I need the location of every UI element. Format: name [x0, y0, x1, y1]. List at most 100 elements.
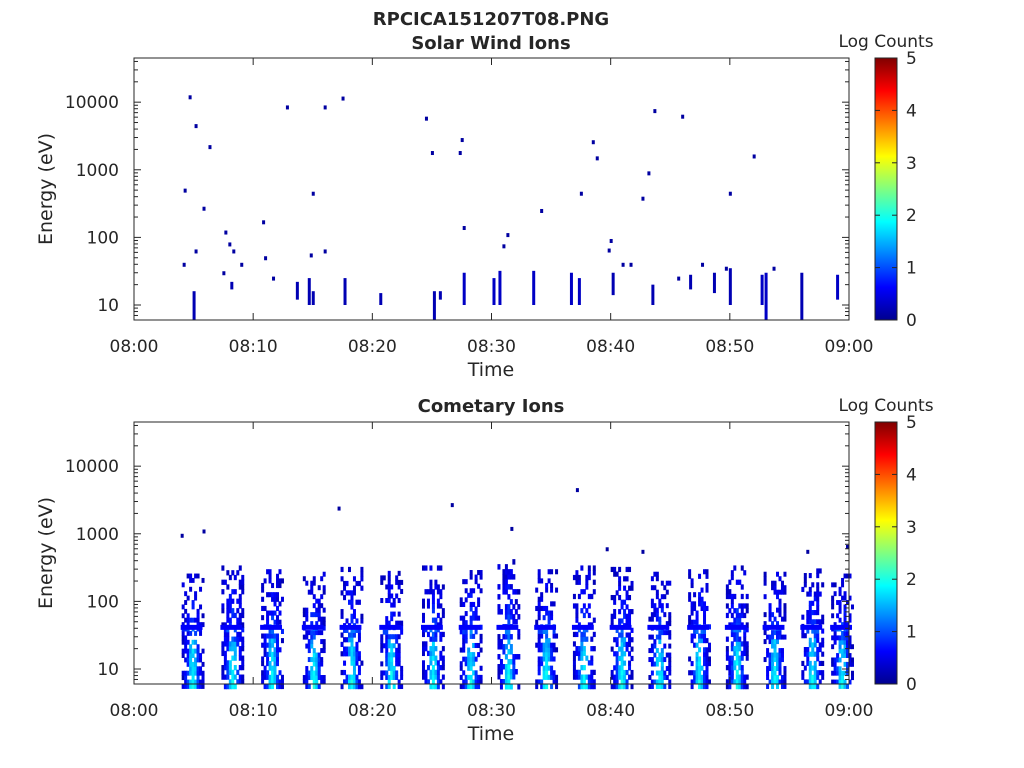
burst-cell [469, 633, 473, 639]
burst-cell [695, 615, 699, 621]
burst-cell [811, 647, 815, 653]
burst-cell [615, 684, 619, 690]
burst-cell [261, 582, 265, 589]
burst-cell [263, 578, 267, 584]
burst-cell [658, 670, 662, 676]
burst-cell [587, 603, 591, 609]
burst-cell [385, 674, 389, 680]
burst-cell [663, 657, 667, 663]
burst-cell [690, 661, 694, 667]
burst-cell [266, 674, 270, 680]
burst-cell [507, 629, 511, 635]
burst-cell [833, 666, 837, 672]
burst-cell [658, 652, 662, 658]
burst-cell [575, 631, 579, 638]
burst-cell [623, 684, 627, 690]
burst-cell [196, 657, 200, 663]
burst-cell [547, 656, 551, 662]
burst-cell [590, 669, 594, 676]
burst-cell [266, 569, 270, 575]
burst-cell [512, 664, 516, 670]
burst-cell [811, 679, 815, 685]
burst-cell [464, 661, 468, 667]
burst-cell [783, 585, 787, 591]
burst-cell [735, 579, 739, 585]
burst-cell [660, 684, 664, 689]
burst-cell [535, 684, 539, 690]
burst-cell [572, 603, 576, 609]
burst-cell [545, 665, 549, 671]
burst-cell [459, 665, 463, 671]
burst-cell [502, 579, 506, 585]
burst-cell [469, 606, 473, 612]
burst-cell [241, 574, 245, 581]
burst-cell [350, 655, 354, 662]
burst-cell [650, 585, 654, 591]
burst-cell [773, 589, 777, 595]
burst-cell [231, 655, 235, 661]
burst-cell [592, 579, 596, 585]
burst-cell [650, 661, 654, 667]
data-point [724, 266, 728, 271]
burst-cell [226, 641, 230, 647]
burst-cell [477, 615, 481, 621]
burst-cell [380, 661, 384, 667]
burst-cell [315, 670, 319, 676]
burst-cell [695, 651, 699, 657]
burst-cell [479, 665, 483, 671]
data-point [182, 262, 186, 267]
colorbar-tick-label: 4 [906, 465, 917, 485]
burst-cell [618, 576, 622, 582]
burst-cell [514, 654, 518, 660]
y-tick-label: 10000 [65, 93, 119, 113]
burst-cell [439, 631, 443, 638]
burst-cell [577, 574, 581, 581]
colorbar-tick-label: 2 [906, 206, 917, 226]
burst-cell [537, 642, 541, 648]
burst-cell [504, 629, 508, 635]
burst-cell [268, 674, 272, 680]
burst-cell [813, 619, 817, 625]
burst-cell [385, 670, 389, 676]
burst-cell [263, 665, 267, 671]
burst-band [762, 624, 785, 630]
data-column [295, 281, 299, 300]
burst-cell [189, 648, 193, 654]
burst-cell [552, 601, 556, 607]
burst-cell [733, 593, 737, 600]
burst-cell [738, 684, 742, 690]
burst-cell [705, 684, 709, 690]
burst-cell [655, 684, 659, 689]
burst-cell [421, 603, 425, 609]
burst-cell [390, 656, 394, 662]
burst-cell [352, 646, 356, 652]
burst-cell [620, 669, 624, 676]
burst-cell [816, 684, 820, 690]
burst-cell [831, 635, 835, 641]
burst-cell [499, 679, 503, 685]
burst-cell [833, 635, 837, 641]
burst-cell [231, 608, 235, 614]
burst-cell [462, 670, 466, 676]
burst-cell [743, 631, 747, 638]
burst-cell [472, 656, 476, 662]
burst-cell [841, 648, 845, 654]
burst-cell [628, 637, 632, 643]
data-point [202, 529, 206, 534]
burst-cell [429, 669, 433, 676]
burst-cell [728, 665, 732, 671]
burst-cell [236, 641, 240, 647]
burst-cell [846, 644, 850, 650]
x-tick-label: 08:20 [348, 701, 397, 721]
data-point [264, 256, 268, 261]
burst-cell [688, 569, 692, 575]
burst-cell [730, 574, 734, 581]
burst-cell [238, 674, 242, 680]
burst-cell [690, 605, 694, 612]
cometary-xlabel: Time [467, 723, 515, 745]
burst-cell [743, 570, 747, 576]
burst-cell [738, 646, 742, 652]
burst-cell [392, 684, 396, 690]
burst-cell [745, 608, 749, 614]
y-tick-label: 1000 [76, 161, 119, 181]
